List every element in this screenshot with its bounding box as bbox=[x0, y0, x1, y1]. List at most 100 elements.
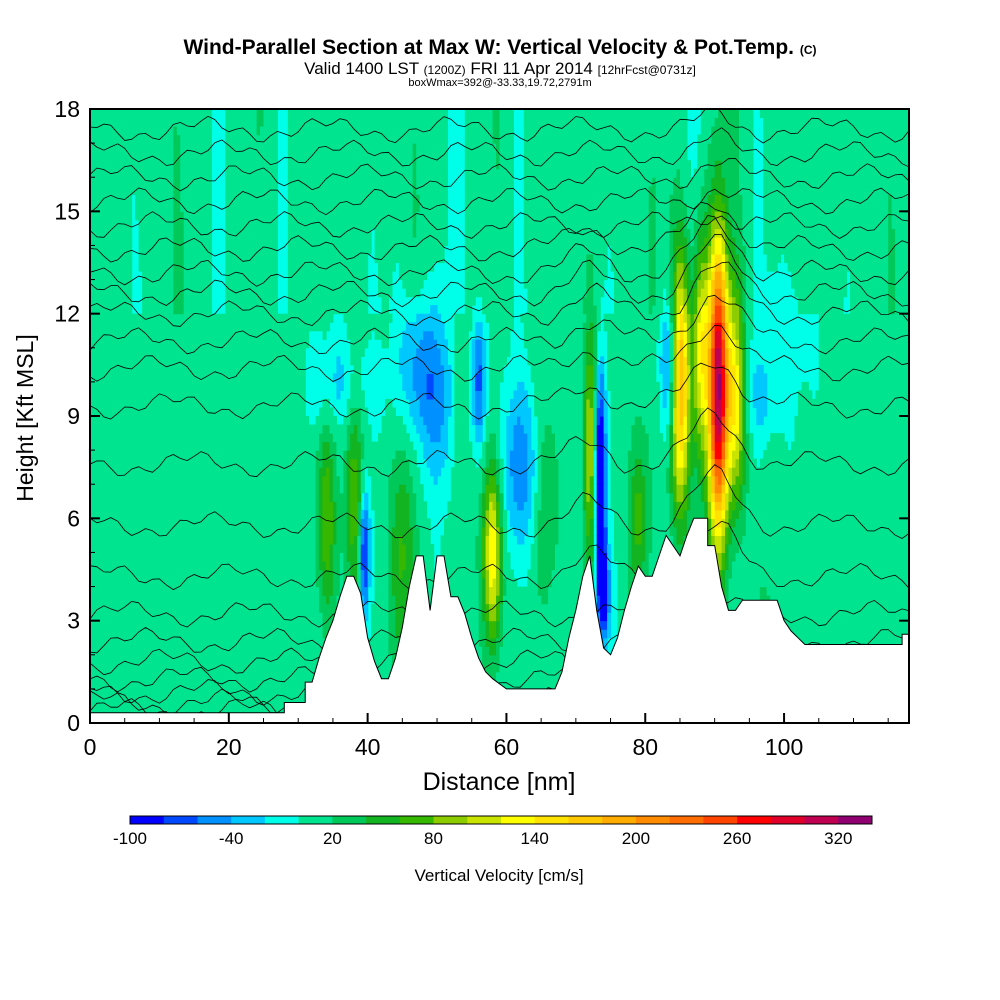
velocity-cell bbox=[381, 416, 403, 426]
velocity-cell bbox=[343, 569, 351, 579]
velocity-cell bbox=[135, 211, 174, 221]
velocity-cell bbox=[707, 279, 712, 289]
velocity-cell bbox=[586, 433, 594, 443]
velocity-cell bbox=[586, 381, 594, 391]
velocity-cell bbox=[586, 424, 594, 434]
velocity-cell bbox=[739, 134, 754, 144]
velocity-cell bbox=[732, 313, 740, 323]
velocity-cell bbox=[523, 501, 532, 511]
velocity-cell bbox=[555, 543, 584, 553]
velocity-cell bbox=[527, 356, 584, 366]
velocity-cell bbox=[728, 202, 743, 212]
velocity-cell bbox=[287, 185, 414, 195]
velocity-cell bbox=[225, 177, 278, 187]
velocity-cell bbox=[444, 364, 452, 374]
velocity-cell bbox=[888, 211, 893, 221]
velocity-cell bbox=[322, 509, 334, 519]
velocity-cell bbox=[173, 134, 181, 144]
velocity-cell bbox=[454, 339, 469, 349]
velocity-cell bbox=[464, 288, 514, 298]
velocity-cell bbox=[725, 262, 730, 272]
velocity-cell bbox=[357, 475, 362, 485]
velocity-cell bbox=[496, 552, 501, 562]
velocity-cell bbox=[454, 347, 469, 357]
colorbar-swatch bbox=[737, 816, 772, 824]
velocity-cell bbox=[686, 271, 691, 281]
velocity-cell bbox=[558, 467, 584, 477]
velocity-cell bbox=[582, 381, 587, 391]
velocity-cell bbox=[704, 177, 712, 187]
velocity-cell bbox=[534, 398, 584, 408]
velocity-cell bbox=[475, 339, 483, 349]
velocity-cell bbox=[329, 561, 334, 571]
velocity-cell bbox=[90, 424, 324, 434]
velocity-cell bbox=[728, 458, 733, 468]
velocity-cell bbox=[735, 407, 740, 417]
velocity-cell bbox=[735, 245, 747, 255]
velocity-cell bbox=[714, 262, 723, 272]
velocity-cell bbox=[485, 671, 497, 681]
velocity-cell bbox=[634, 509, 643, 519]
velocity-cell bbox=[690, 441, 698, 451]
velocity-cell bbox=[690, 339, 695, 349]
velocity-cell bbox=[721, 509, 726, 519]
velocity-cell bbox=[686, 364, 691, 374]
velocity-cell bbox=[416, 509, 428, 519]
velocity-cell bbox=[697, 271, 702, 281]
velocity-cell bbox=[499, 151, 514, 161]
velocity-cell bbox=[686, 373, 691, 383]
velocity-cell bbox=[680, 313, 685, 323]
velocity-cell bbox=[388, 561, 393, 571]
velocity-cell bbox=[440, 347, 448, 357]
velocity-cell bbox=[669, 254, 674, 264]
velocity-cell bbox=[499, 654, 598, 664]
velocity-cell bbox=[707, 526, 712, 536]
velocity-cell bbox=[319, 518, 324, 528]
velocity-cell bbox=[725, 228, 730, 238]
velocity-cell bbox=[759, 109, 909, 119]
velocity-cell bbox=[90, 381, 306, 391]
velocity-cell bbox=[90, 586, 320, 596]
velocity-cell bbox=[332, 492, 348, 502]
velocity-cell bbox=[648, 279, 657, 289]
velocity-cell bbox=[739, 484, 744, 494]
velocity-cell bbox=[763, 450, 909, 460]
velocity-cell bbox=[183, 271, 213, 281]
velocity-cell bbox=[732, 262, 740, 272]
velocity-cell bbox=[478, 458, 487, 468]
velocity-cell bbox=[412, 416, 424, 426]
velocity-cell bbox=[464, 296, 476, 306]
velocity-cell bbox=[287, 143, 414, 153]
velocity-cell bbox=[680, 373, 685, 383]
velocity-cell bbox=[697, 364, 702, 374]
velocity-cell bbox=[697, 467, 702, 477]
velocity-cell bbox=[676, 339, 681, 349]
velocity-cell bbox=[593, 330, 598, 340]
velocity-cell bbox=[586, 467, 594, 477]
velocity-cell bbox=[673, 296, 678, 306]
velocity-cell bbox=[673, 407, 678, 417]
velocity-cell bbox=[714, 168, 723, 178]
velocity-cell bbox=[364, 509, 369, 519]
velocity-cell bbox=[655, 296, 664, 306]
velocity-cell bbox=[346, 433, 351, 443]
velocity-cell bbox=[138, 254, 174, 264]
velocity-cell bbox=[735, 347, 740, 357]
velocity-cell bbox=[482, 373, 487, 383]
velocity-cell bbox=[648, 185, 657, 195]
velocity-cell bbox=[527, 347, 584, 357]
velocity-cell bbox=[707, 313, 712, 323]
velocity-cell bbox=[496, 595, 501, 605]
velocity-cell bbox=[725, 433, 730, 443]
velocity-cell bbox=[454, 424, 469, 434]
velocity-cell bbox=[513, 390, 528, 400]
velocity-cell bbox=[440, 424, 448, 434]
velocity-cell bbox=[680, 364, 685, 374]
velocity-cell bbox=[641, 458, 650, 468]
velocity-cell bbox=[475, 561, 483, 571]
velocity-cell bbox=[735, 433, 740, 443]
velocity-cell bbox=[711, 271, 716, 281]
velocity-cell bbox=[364, 612, 369, 622]
velocity-cell bbox=[749, 467, 909, 477]
velocity-cell bbox=[287, 194, 414, 204]
